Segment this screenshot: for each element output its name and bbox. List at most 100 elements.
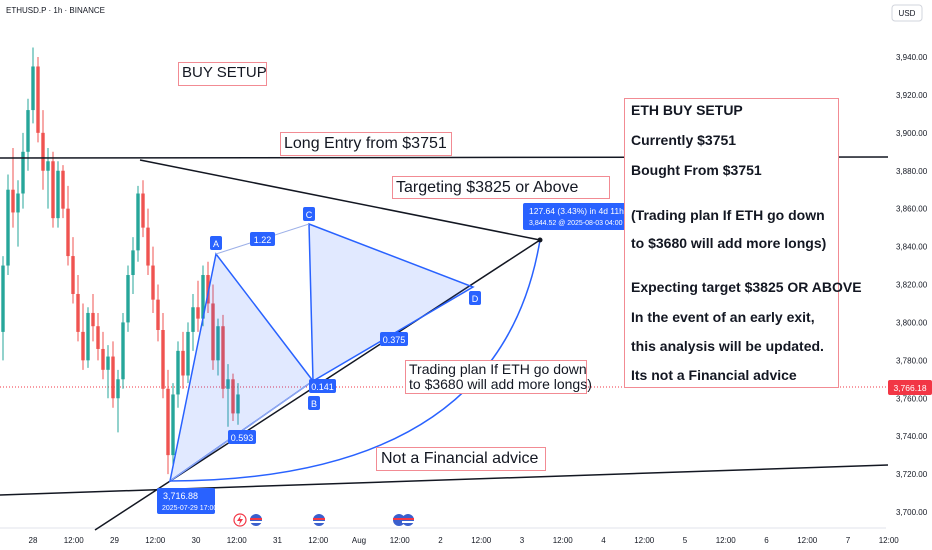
candle-body[interactable]: [181, 350, 185, 376]
trading-plan-line-2: to $3680 will add more longs): [409, 376, 592, 393]
svg-text:2025-07-29 17:00: 2025-07-29 17:00: [162, 505, 217, 512]
trading-plan-line-1: Trading plan If ETH go down: [409, 361, 587, 377]
candle-body[interactable]: [121, 322, 125, 380]
svg-text:C: C: [306, 210, 313, 220]
candle-body[interactable]: [171, 394, 175, 456]
candle-body[interactable]: [166, 388, 170, 456]
support-line[interactable]: [0, 464, 889, 496]
candle-body[interactable]: [141, 193, 145, 228]
candle-body[interactable]: [126, 275, 130, 323]
candle-body[interactable]: [176, 350, 180, 395]
buy-setup-label[interactable]: BUY SETUP: [178, 62, 267, 86]
time-tick-label: 12:00: [308, 536, 329, 545]
time-tick-label: 5: [683, 536, 688, 545]
price-tick-label: 3,900.00: [896, 129, 928, 138]
candle-body[interactable]: [21, 151, 25, 194]
candle-body[interactable]: [156, 299, 160, 330]
pattern-triangle-bcd[interactable]: [308, 222, 475, 383]
candle-body[interactable]: [216, 326, 220, 361]
lightning-icon: [237, 515, 243, 525]
targeting-label[interactable]: Targeting $3825 or Above: [392, 176, 610, 199]
projection-arc[interactable]: [169, 239, 541, 482]
candle-body[interactable]: [201, 275, 205, 319]
candle-body[interactable]: [236, 394, 240, 414]
candle-body[interactable]: [81, 331, 85, 361]
currency-button[interactable]: USD: [891, 4, 923, 22]
flag-stripe: [313, 518, 325, 520]
candle-body[interactable]: [106, 356, 110, 370]
time-tick-label: 4: [601, 536, 606, 545]
candle-body[interactable]: [186, 331, 190, 376]
candle-body[interactable]: [76, 293, 80, 332]
candle-body[interactable]: [151, 265, 155, 300]
target-point: [537, 237, 543, 243]
flag-stripe: [393, 518, 405, 520]
long-entry-label[interactable]: Long Entry from $3751: [280, 132, 452, 156]
price-tick-label: 3,920.00: [896, 91, 928, 100]
plan-line: to $3680 will add more longs): [631, 235, 827, 251]
candle-body[interactable]: [56, 170, 60, 219]
time-tick-label: 12:00: [145, 536, 166, 545]
flag-stripe: [313, 521, 325, 523]
event-icons[interactable]: [233, 513, 414, 527]
candle-body[interactable]: [41, 132, 45, 171]
candle-body[interactable]: [1, 265, 5, 332]
price-tick-label: 3,800.00: [896, 318, 928, 327]
candle-body[interactable]: [61, 170, 65, 209]
candle-body[interactable]: [96, 326, 100, 349]
candle-body[interactable]: [11, 189, 15, 213]
candle-body[interactable]: [46, 161, 50, 171]
candle-body[interactable]: [226, 379, 230, 389]
candle-body[interactable]: [206, 275, 210, 304]
candle-body[interactable]: [116, 379, 120, 399]
candle-body[interactable]: [86, 312, 90, 361]
not-financial-advice-label[interactable]: Not a Financial advice: [376, 447, 546, 471]
time-tick-label: 12:00: [634, 536, 655, 545]
flag-stripe: [250, 521, 262, 523]
point-c-label: C: [303, 207, 315, 221]
candle-body[interactable]: [31, 66, 35, 111]
candle-body[interactable]: [26, 110, 30, 152]
candle-body[interactable]: [161, 330, 165, 389]
time-tick-label: 28: [29, 536, 38, 545]
candle-body[interactable]: [66, 208, 70, 257]
candle-body[interactable]: [51, 161, 55, 219]
time-tick-label: 29: [110, 536, 119, 545]
descending-resistance-line[interactable]: [139, 159, 541, 241]
candle-body[interactable]: [146, 227, 150, 266]
candle-body[interactable]: [131, 250, 135, 276]
price-tick-label: 3,780.00: [896, 356, 928, 365]
flag-stripe: [402, 521, 414, 523]
time-tick-label: 12:00: [716, 536, 737, 545]
candle-body[interactable]: [91, 312, 95, 327]
candle-body[interactable]: [71, 256, 75, 294]
svg-text:USD: USD: [899, 9, 916, 18]
plan-box[interactable]: ETH BUY SETUP Currently $3751 Bought Fro…: [624, 98, 862, 388]
candle-body[interactable]: [211, 303, 215, 361]
candle-body[interactable]: [111, 356, 115, 399]
price-tick-label: 3,880.00: [896, 167, 928, 176]
price-axis[interactable]: [886, 0, 932, 550]
candle-body[interactable]: [101, 348, 105, 370]
ratio-label-xa: 0.593: [228, 430, 256, 444]
time-tick-label: 31: [273, 536, 282, 545]
plan-line: ETH BUY SETUP: [631, 102, 743, 118]
candle-body[interactable]: [221, 326, 225, 389]
time-tick-label: Aug: [352, 536, 366, 545]
candle-body[interactable]: [231, 379, 235, 414]
candle-body[interactable]: [196, 307, 200, 319]
time-tick-label: 12:00: [227, 536, 248, 545]
pattern-triangle-xab[interactable]: [168, 252, 315, 483]
candle-body[interactable]: [136, 193, 140, 251]
time-tick-label: 12:00: [797, 536, 818, 545]
candlestick-series[interactable]: [1, 47, 240, 475]
trading-plan-label[interactable]: Trading plan If ETH go down to $3680 wil…: [405, 360, 592, 394]
candle-body[interactable]: [191, 307, 195, 332]
time-tick-label: 12:00: [390, 536, 411, 545]
candle-body[interactable]: [36, 66, 40, 133]
svg-text:1.22: 1.22: [254, 235, 272, 245]
candle-body[interactable]: [6, 189, 10, 266]
plan-line: (Trading plan If ETH go down: [631, 207, 825, 223]
candle-body[interactable]: [16, 193, 20, 213]
